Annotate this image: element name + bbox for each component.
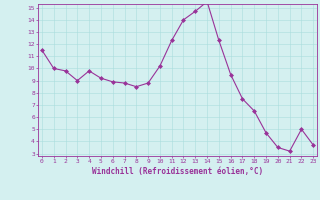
X-axis label: Windchill (Refroidissement éolien,°C): Windchill (Refroidissement éolien,°C): [92, 167, 263, 176]
